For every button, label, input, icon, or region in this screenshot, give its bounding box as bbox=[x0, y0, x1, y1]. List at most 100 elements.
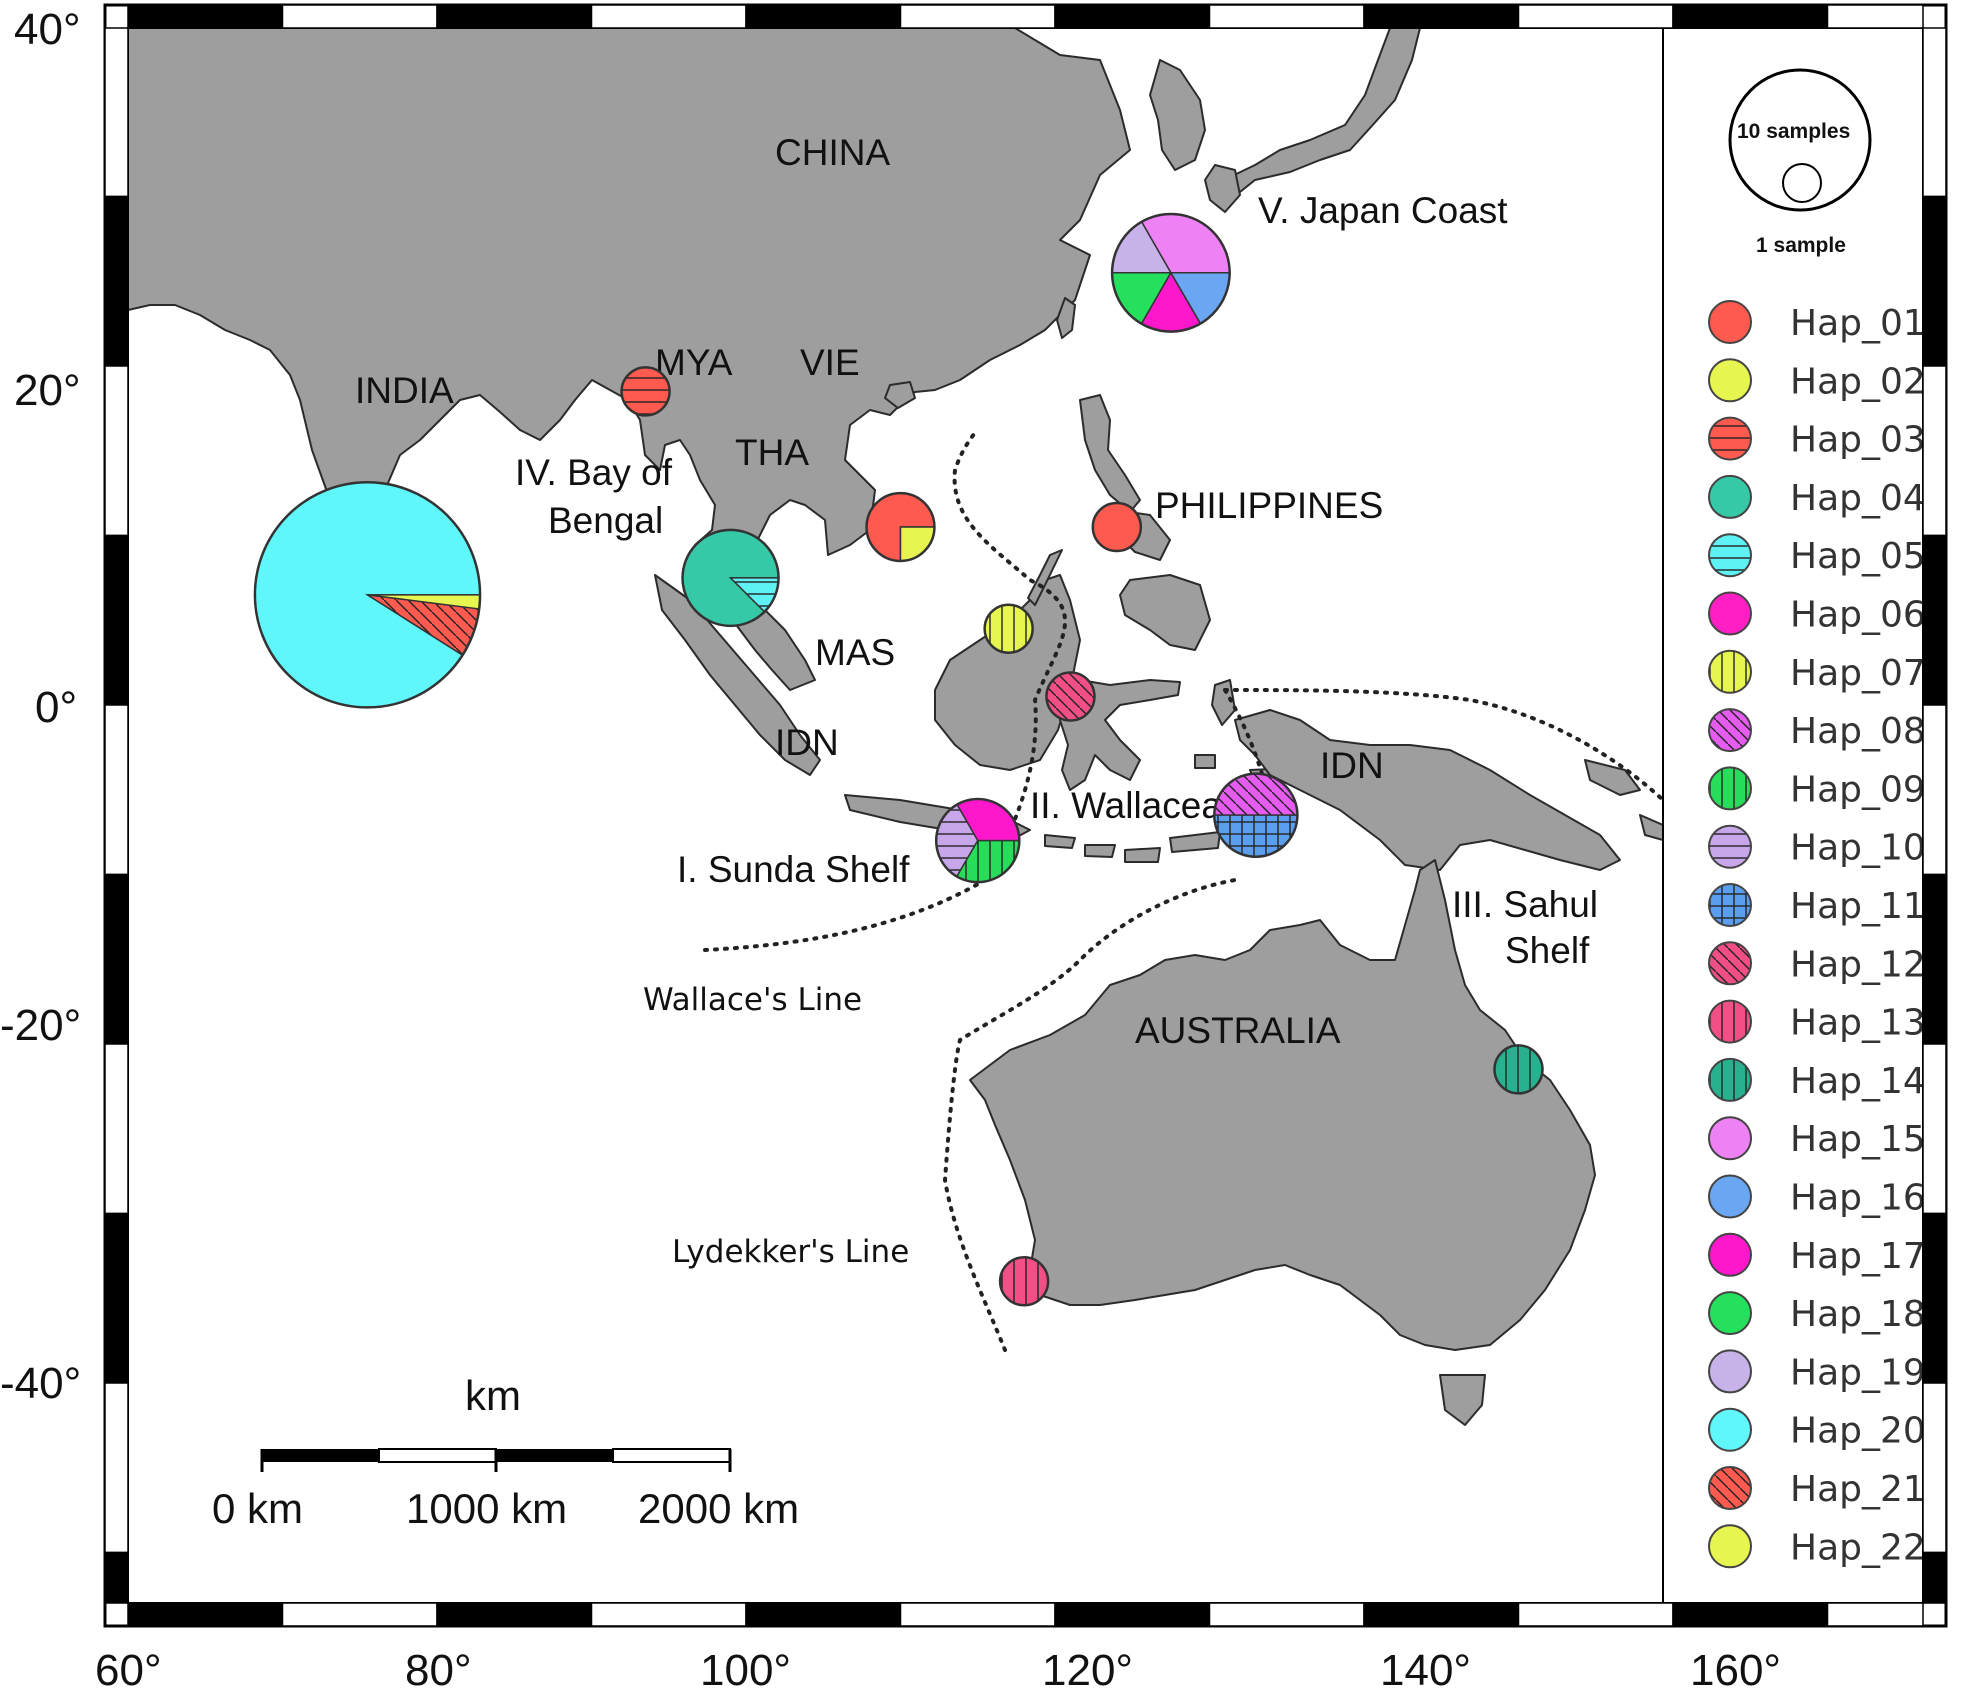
label-japan-coast: V. Japan Coast bbox=[1258, 190, 1508, 231]
legend-label-hap-05: Hap_05 bbox=[1790, 536, 1926, 577]
luzon bbox=[1079, 394, 1141, 513]
legend-label-hap-15: Hap_15 bbox=[1790, 1119, 1926, 1160]
pie-malay-peninsula bbox=[681, 528, 780, 628]
lat-label-0: 0° bbox=[35, 683, 77, 732]
legend-swatch-hap-17 bbox=[1708, 1232, 1752, 1277]
frame-bar-right bbox=[1922, 27, 1947, 198]
frame-bar-right bbox=[1922, 1212, 1947, 1384]
pie-queensland bbox=[1493, 1044, 1544, 1095]
frame-bar-right bbox=[1922, 1551, 1947, 1604]
legend-label-hap-03: Hap_03 bbox=[1790, 420, 1926, 461]
frame-bar-right bbox=[1922, 365, 1947, 537]
label-mya: MYA bbox=[655, 342, 733, 383]
legend-swatch-hap-16 bbox=[1708, 1174, 1752, 1219]
scale-label-0: 0 km bbox=[212, 1485, 303, 1532]
mindanao bbox=[1119, 574, 1211, 651]
scale-unit: km bbox=[465, 1372, 521, 1419]
frame-bar-top bbox=[1208, 4, 1365, 29]
frame-bar-left bbox=[104, 1212, 129, 1384]
legend-label-hap-18: Hap_18 bbox=[1790, 1294, 1926, 1335]
legend-swatch-hap-18 bbox=[1708, 1291, 1752, 1336]
label-lydekker-line: Lydekker's Line bbox=[672, 1234, 909, 1270]
legend-label-hap-21: Hap_21 bbox=[1790, 1469, 1926, 1510]
lesser-sundas bbox=[1044, 831, 1221, 863]
legend-label-hap-17: Hap_17 bbox=[1790, 1236, 1926, 1277]
biogeographic-lines bbox=[703, 428, 1665, 1352]
legend-label-hap-19: Hap_19 bbox=[1790, 1352, 1926, 1393]
pie-outline bbox=[998, 1256, 1050, 1307]
frame-bar-bottom bbox=[1054, 1602, 1211, 1627]
pie-japan-coast bbox=[1110, 212, 1231, 333]
legend-swatch-hap-21 bbox=[1708, 1466, 1752, 1510]
lon-label-80: 80° bbox=[405, 1646, 472, 1688]
legend-swatch-hap-19 bbox=[1708, 1349, 1752, 1394]
hainan bbox=[884, 381, 916, 409]
frame-bar-bottom bbox=[745, 1602, 902, 1627]
sahul-line bbox=[1223, 688, 1665, 802]
label-bay-of-bengal-2: Bengal bbox=[548, 500, 663, 541]
frame-bar-right bbox=[1922, 195, 1947, 367]
label-tha: THA bbox=[735, 432, 809, 473]
label-wallacea: II. Wallacea bbox=[1030, 785, 1222, 826]
map-frame bbox=[103, 3, 1948, 1628]
pie-outline bbox=[934, 797, 1021, 884]
legend-swatch-hap-07 bbox=[1708, 649, 1752, 694]
legend-items: Hap_01 Hap_02 Hap_03 Hap_04 Hap_05 Hap_06 Hap_… bbox=[1708, 300, 1926, 1569]
lon-label-120: 120° bbox=[1042, 1646, 1133, 1688]
pie-bay-of-bengal bbox=[620, 366, 671, 417]
legend-label-hap-07: Hap_07 bbox=[1790, 653, 1926, 694]
legend-label-hap-04: Hap_04 bbox=[1790, 478, 1926, 519]
sumatra bbox=[654, 574, 821, 776]
scale-segment-3 bbox=[496, 1449, 613, 1462]
legend-label-hap-11: Hap_11 bbox=[1790, 886, 1926, 927]
pie-outline bbox=[1110, 212, 1231, 333]
kyushu bbox=[1204, 164, 1241, 213]
frame-bar-left bbox=[104, 195, 129, 367]
legend-label-hap-12: Hap_12 bbox=[1790, 944, 1926, 985]
pie-western-australia bbox=[998, 1256, 1050, 1307]
pie-outline bbox=[1091, 501, 1143, 553]
lon-label-60: 60° bbox=[95, 1646, 162, 1688]
scale-segment-1 bbox=[262, 1449, 379, 1462]
pie-outline bbox=[681, 528, 780, 628]
legend-swatch-hap-03 bbox=[1708, 416, 1752, 461]
label-china: CHINA bbox=[775, 132, 890, 173]
huxley-line bbox=[1223, 688, 1272, 802]
frame-bar-top bbox=[1672, 4, 1829, 29]
legend-label-hap-01: Hap_01 bbox=[1790, 303, 1926, 344]
legend-swatch-hap-11 bbox=[1708, 883, 1752, 927]
frame-bar-left bbox=[104, 27, 129, 198]
pie-outline bbox=[1045, 671, 1096, 722]
legend-panel: 10 samples 1 sample Hap_01Hap_02Hap_03Ha… bbox=[1662, 28, 1946, 1603]
legend-label-hap-22: Hap_22 bbox=[1790, 1527, 1926, 1568]
pie-outline bbox=[1493, 1044, 1544, 1095]
pie-india-west-coast bbox=[253, 481, 482, 709]
pie-outline bbox=[865, 491, 936, 563]
label-sahul-1: III. Sahul bbox=[1452, 884, 1598, 925]
frame-bar-left bbox=[104, 365, 129, 537]
pie-outline bbox=[253, 481, 482, 709]
frame-bar-left bbox=[104, 873, 129, 1045]
scale-bar: km 0 km 1000 km 2000 km bbox=[212, 1372, 799, 1532]
frame-bar-bottom bbox=[281, 1602, 438, 1627]
legend-label-hap-02: Hap_02 bbox=[1790, 361, 1926, 402]
taiwan bbox=[1056, 297, 1076, 339]
frame-bar-right bbox=[1922, 1043, 1947, 1215]
lat-label-neg40: -40° bbox=[0, 1359, 81, 1408]
lon-label-140: 140° bbox=[1380, 1646, 1471, 1688]
legend-swatch-hap-13 bbox=[1708, 999, 1752, 1044]
pie-vietnam-south bbox=[865, 491, 936, 563]
frame-bar-right bbox=[1922, 1382, 1947, 1554]
lydekker-line bbox=[942, 878, 1237, 1352]
lat-label-40: 40° bbox=[14, 5, 81, 54]
frame-bar-top bbox=[436, 4, 593, 29]
frame-bar-bottom bbox=[127, 1602, 284, 1627]
frame-bar-bottom bbox=[899, 1602, 1056, 1627]
label-australia: AUSTRALIA bbox=[1135, 1010, 1341, 1051]
frame-bar-left bbox=[104, 704, 129, 876]
pie-outline bbox=[1213, 772, 1299, 858]
pie-outline bbox=[983, 603, 1034, 654]
frame-bar-bottom bbox=[1363, 1602, 1520, 1627]
legend-swatch-hap-10 bbox=[1708, 824, 1752, 869]
axis-labels: 40° 20° 0° -20° -40° 60° 80° 100° 120° 1… bbox=[0, 5, 1781, 1688]
